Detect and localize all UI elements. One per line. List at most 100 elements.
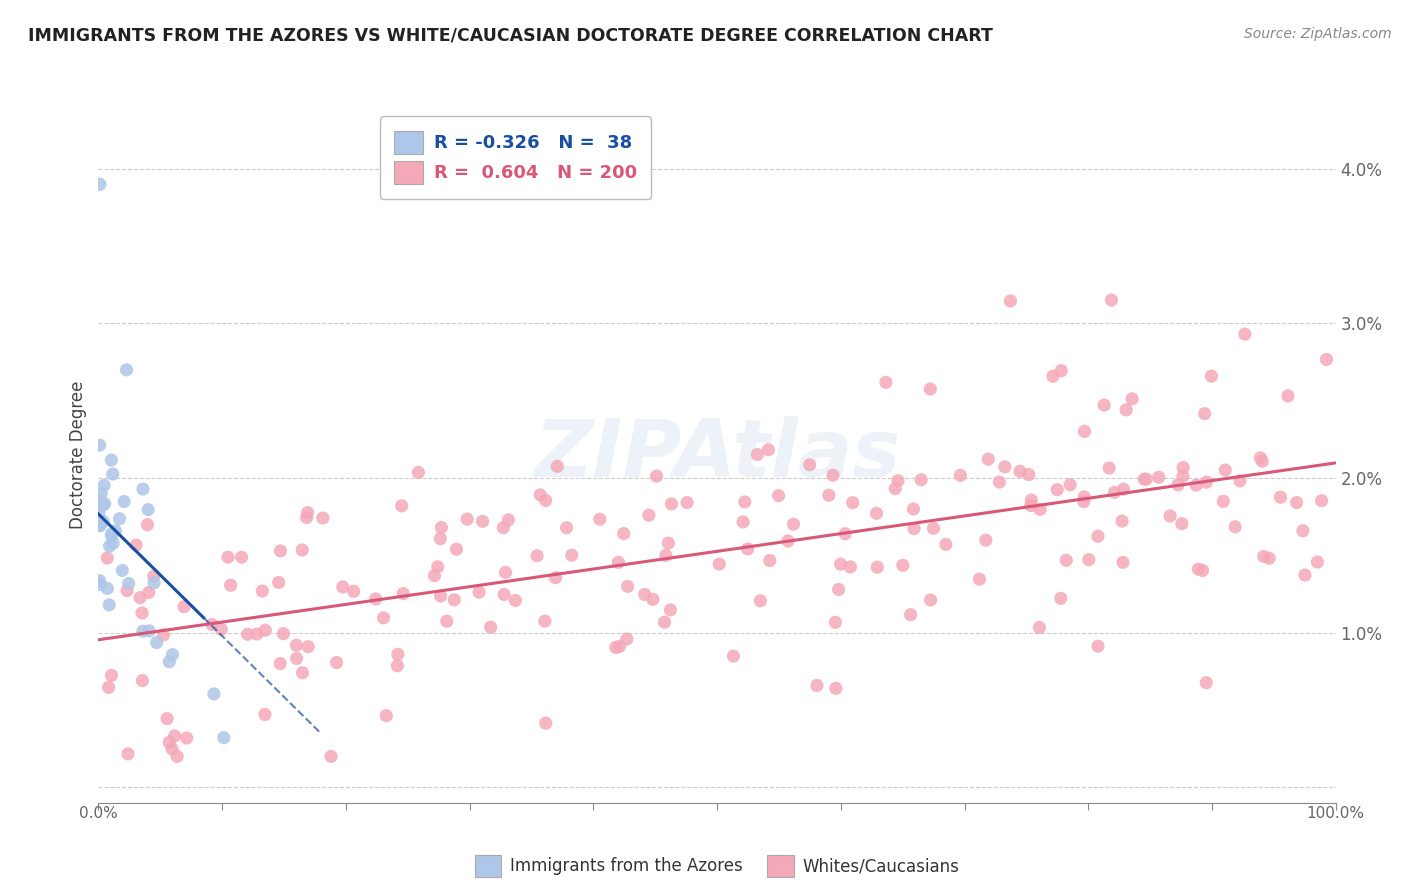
Point	[129, 591, 152, 605]
Text: ZIPAtlas: ZIPAtlas	[534, 416, 900, 494]
Point	[589, 512, 612, 526]
Point	[426, 559, 449, 574]
Point	[267, 575, 290, 590]
Point	[875, 376, 897, 390]
Point	[821, 468, 844, 483]
Point	[373, 611, 395, 625]
Point	[1187, 562, 1209, 576]
Point	[166, 749, 188, 764]
Point	[1019, 499, 1042, 513]
Point	[125, 538, 148, 552]
Point	[1185, 478, 1208, 492]
Point	[1092, 398, 1115, 412]
Point	[273, 626, 295, 640]
Point	[1073, 494, 1095, 508]
Point	[920, 382, 942, 396]
Point	[1115, 402, 1137, 417]
Point	[935, 537, 957, 551]
Point	[254, 624, 277, 638]
Point	[93, 497, 115, 511]
Point	[1310, 493, 1333, 508]
Point	[97, 681, 120, 695]
Point	[471, 514, 494, 528]
Point	[456, 512, 478, 526]
Point	[90, 486, 112, 500]
Point	[91, 498, 114, 512]
Point	[96, 551, 118, 566]
Point	[1292, 524, 1315, 538]
Point	[616, 632, 638, 646]
Point	[641, 592, 664, 607]
Point	[988, 475, 1011, 489]
Point	[1251, 454, 1274, 468]
Point	[737, 541, 759, 556]
Point	[89, 518, 111, 533]
Point	[446, 542, 468, 557]
Point	[160, 741, 183, 756]
Point	[654, 615, 676, 629]
Point	[108, 512, 131, 526]
Point	[89, 438, 111, 452]
Point	[176, 731, 198, 745]
Point	[865, 506, 887, 520]
Point	[429, 532, 451, 546]
Point	[111, 563, 134, 577]
Point	[1111, 514, 1133, 528]
Point	[1167, 478, 1189, 492]
Point	[605, 640, 627, 655]
Legend: Immigrants from the Azores, Whites/Caucasians: Immigrants from the Azores, Whites/Cauca…	[467, 847, 967, 885]
Point	[1201, 369, 1223, 384]
Point	[269, 657, 291, 671]
Point	[219, 578, 242, 592]
Point	[1277, 389, 1299, 403]
Point	[799, 458, 821, 472]
Point	[1195, 475, 1218, 489]
Point	[824, 615, 846, 630]
Point	[101, 536, 124, 550]
Point	[609, 640, 631, 654]
Point	[1008, 464, 1031, 478]
Point	[132, 482, 155, 496]
Point	[974, 533, 997, 548]
Point	[143, 575, 166, 590]
Point	[825, 681, 848, 696]
Point	[839, 560, 862, 574]
Point	[613, 526, 636, 541]
Point	[269, 544, 291, 558]
Point	[1028, 620, 1050, 634]
Point	[1133, 472, 1156, 486]
Point	[104, 524, 127, 538]
Point	[100, 668, 122, 682]
Y-axis label: Doctorate Degree: Doctorate Degree	[69, 381, 87, 529]
Point	[1073, 425, 1095, 439]
Point	[1050, 364, 1073, 378]
Point	[806, 678, 828, 692]
Point	[1270, 490, 1292, 504]
Point	[295, 510, 318, 524]
Point	[949, 468, 972, 483]
Point	[607, 555, 630, 569]
Point	[89, 574, 111, 588]
Point	[231, 550, 253, 565]
Point	[529, 488, 551, 502]
Point	[1059, 477, 1081, 491]
Point	[93, 478, 115, 492]
Point	[319, 749, 342, 764]
Point	[1077, 552, 1099, 566]
Point	[1087, 639, 1109, 653]
Point	[217, 550, 239, 565]
Point	[100, 453, 122, 467]
Point	[969, 572, 991, 586]
Point	[659, 603, 682, 617]
Point	[1018, 467, 1040, 482]
Point	[534, 716, 557, 731]
Point	[994, 459, 1017, 474]
Point	[152, 628, 174, 642]
Point	[634, 587, 657, 601]
Point	[533, 614, 555, 628]
Text: Source: ZipAtlas.com: Source: ZipAtlas.com	[1244, 27, 1392, 41]
Point	[661, 497, 683, 511]
Point	[922, 521, 945, 535]
Point	[903, 522, 925, 536]
Text: 100.0%: 100.0%	[1306, 805, 1365, 821]
